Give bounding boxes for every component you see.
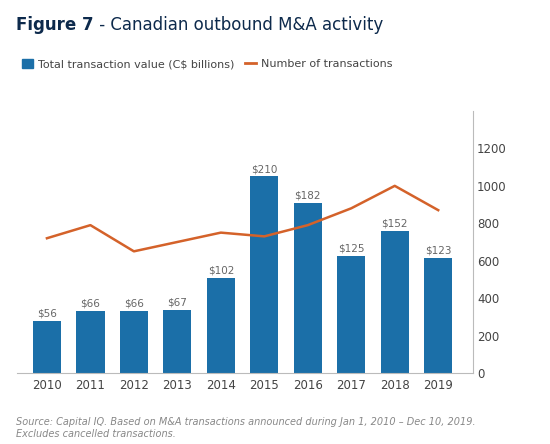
Legend: Total transaction value (C$ billions), Number of transactions: Total transaction value (C$ billions), N… <box>22 59 392 69</box>
Text: - Canadian outbound M&A activity: - Canadian outbound M&A activity <box>94 16 383 34</box>
Bar <box>381 231 409 373</box>
Text: $182: $182 <box>295 190 321 200</box>
Text: $66: $66 <box>124 299 144 309</box>
Text: Source: Capital IQ. Based on M&A transactions announced during Jan 1, 2010 – Dec: Source: Capital IQ. Based on M&A transac… <box>16 417 476 439</box>
Bar <box>337 256 365 373</box>
Bar <box>207 278 235 373</box>
Text: Figure 7: Figure 7 <box>16 16 94 34</box>
Text: $56: $56 <box>37 308 57 318</box>
Bar <box>424 258 452 373</box>
Text: $67: $67 <box>167 298 188 308</box>
Text: $210: $210 <box>251 164 278 174</box>
Text: $102: $102 <box>208 265 234 275</box>
Bar <box>250 176 278 373</box>
Text: $123: $123 <box>425 246 452 256</box>
Text: $152: $152 <box>382 218 408 228</box>
Bar <box>33 321 61 373</box>
Text: $125: $125 <box>338 244 365 254</box>
Text: $66: $66 <box>80 299 100 309</box>
Bar <box>76 311 104 373</box>
Bar <box>163 310 191 373</box>
Bar <box>120 311 148 373</box>
Bar <box>294 202 322 373</box>
